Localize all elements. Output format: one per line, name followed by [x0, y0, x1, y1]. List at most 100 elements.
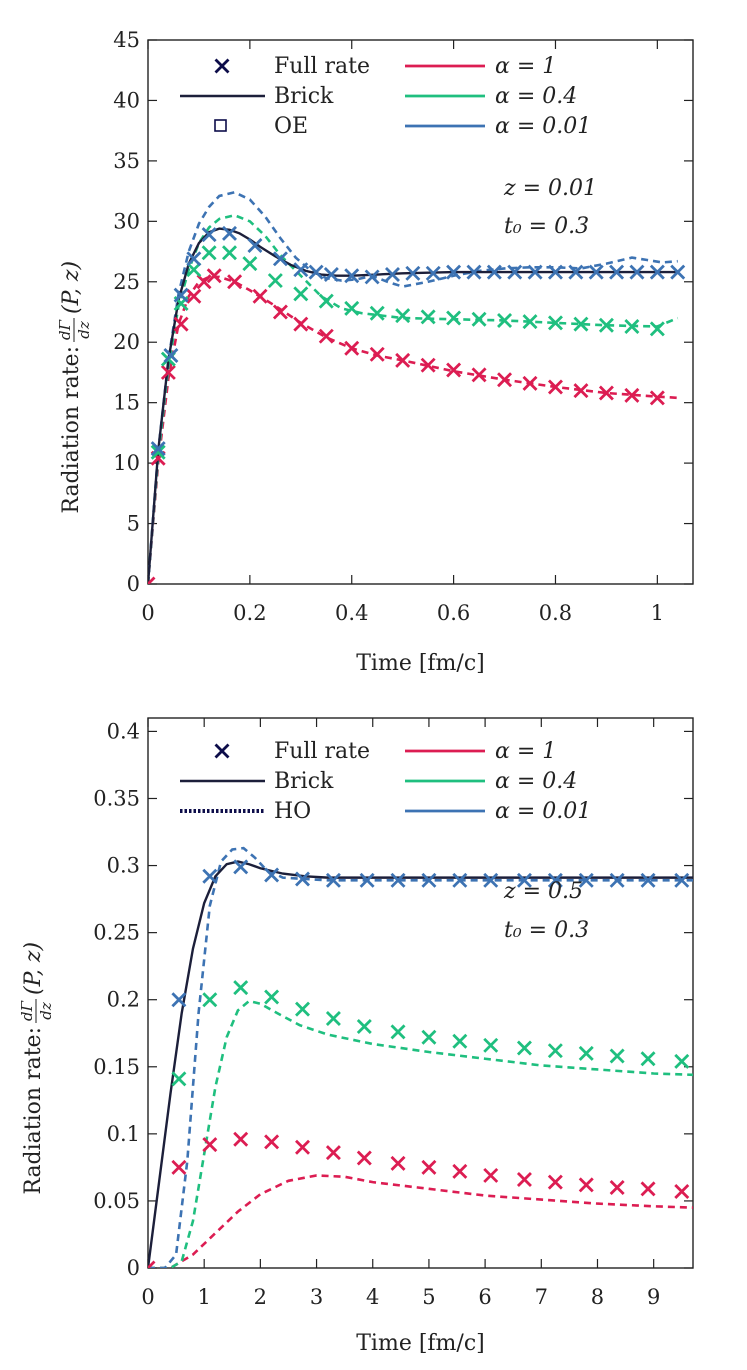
marker-alpha001 [640, 872, 656, 888]
y-tick-label: 45 [113, 28, 140, 52]
marker-alpha001 [425, 265, 441, 281]
marker-alpha1 [446, 362, 462, 378]
marker-alpha001 [446, 264, 462, 280]
y-tick-label: 0.15 [93, 1055, 140, 1079]
annotation: t₀ = 0.3 [504, 214, 589, 239]
marker-alpha1 [547, 379, 563, 395]
marker-alpha1 [420, 357, 436, 373]
marker-alpha1 [206, 268, 222, 284]
x-tick-label: 4 [366, 1285, 379, 1309]
marker-alpha1 [369, 346, 385, 362]
legend-fullrate-icon [214, 58, 230, 74]
marker-alpha04 [516, 1040, 532, 1056]
x-tick-label: 0.8 [539, 601, 572, 625]
x-tick-label: 9 [647, 1285, 660, 1309]
y-axis-label-prefix: Radiation rate: [59, 346, 84, 514]
marker-alpha001 [308, 264, 324, 280]
y-axis-label-frac-num: dΓ [18, 1000, 36, 1021]
y-tick-label: 0.2 [107, 988, 140, 1012]
marker-alpha1 [452, 1163, 468, 1179]
legend: Full rate Brick HO α = 1 α = 0.4 α = 0.01 [180, 739, 591, 824]
x-tick-label: 0.6 [437, 601, 470, 625]
marker-alpha04 [522, 314, 538, 330]
marker-alpha1 [233, 1131, 249, 1147]
y-tick-label: 10 [113, 451, 140, 475]
marker-alpha1 [640, 1181, 656, 1197]
marker-alpha001 [568, 264, 584, 280]
marker-alpha04 [325, 1011, 341, 1026]
marker-alpha001 [272, 251, 288, 267]
series-line-alpha1 [148, 1174, 693, 1268]
brick-line [148, 860, 693, 1268]
marker-alpha001 [629, 264, 645, 280]
y-tick-label: 0 [127, 572, 140, 596]
marker-alpha04 [293, 286, 309, 302]
marker-alpha1 [325, 1145, 341, 1161]
marker-alpha001 [323, 267, 339, 283]
marker-alpha001 [186, 251, 202, 267]
legend-brick: Brick [274, 84, 334, 109]
marker-alpha001 [171, 992, 187, 1008]
y-axis-label-frac-num: dΓ [56, 319, 74, 340]
y-tick-label: 35 [113, 149, 140, 173]
y-axis-label-suffix: (P, z) [21, 942, 46, 995]
marker-alpha1 [344, 340, 360, 356]
marker-alpha1 [516, 1171, 532, 1187]
data-layer [148, 846, 693, 1268]
marker-alpha04 [369, 305, 385, 321]
marker-alpha04 [497, 312, 513, 328]
x-tick-label: 7 [535, 1285, 548, 1309]
x-tick-label: 0 [141, 1285, 154, 1309]
marker-alpha1 [171, 1159, 187, 1175]
y-tick-label: 0.05 [93, 1189, 140, 1213]
marker-alpha001 [390, 872, 406, 888]
marker-alpha001 [588, 264, 604, 280]
marker-alpha001 [293, 262, 309, 278]
legend-brick: Brick [274, 769, 334, 794]
marker-alpha1 [252, 288, 268, 304]
marker-alpha1 [578, 1177, 594, 1193]
marker-alpha001 [649, 264, 665, 280]
x-tick-label: 6 [478, 1285, 491, 1309]
y-tick-label: 0.25 [93, 921, 140, 945]
marker-alpha1 [390, 1155, 406, 1171]
marker-alpha04 [420, 309, 436, 325]
y-tick-label: 30 [113, 209, 140, 233]
data-layer [148, 190, 686, 584]
marker-alpha04 [624, 319, 640, 334]
marker-alpha04 [649, 321, 665, 337]
marker-alpha1 [674, 1184, 690, 1200]
marker-alpha04 [267, 273, 283, 289]
marker-alpha1 [295, 1139, 310, 1155]
marker-alpha001 [609, 872, 625, 888]
marker-alpha001 [150, 441, 166, 457]
marker-alpha04 [233, 980, 249, 996]
marker-alpha001 [405, 265, 421, 281]
plot-frame [147, 39, 694, 585]
marker-alpha04 [356, 1019, 372, 1035]
plot-frame [147, 717, 694, 1269]
marker-alpha001 [264, 867, 280, 883]
marker-alpha1 [202, 1137, 218, 1153]
x-tick-label: 5 [422, 1285, 435, 1309]
marker-alpha04 [222, 245, 237, 261]
marker-alpha04 [547, 315, 563, 331]
marker-alpha1 [598, 385, 614, 401]
x-axis-label: Time [fm/c] [356, 651, 485, 676]
marker-alpha1 [148, 576, 156, 584]
marker-alpha001 [466, 264, 482, 280]
marker-alpha001 [452, 872, 468, 888]
marker-alpha001 [547, 264, 563, 280]
marker-alpha1 [160, 364, 176, 380]
legend-alpha001: α = 0.01 [495, 114, 591, 139]
x-tick-label: 8 [591, 1285, 604, 1309]
marker-alpha001 [547, 872, 563, 888]
marker-alpha1 [573, 383, 589, 399]
marker-alpha001 [507, 264, 523, 280]
marker-alpha04 [390, 1024, 406, 1040]
marker-alpha1 [547, 1174, 563, 1190]
marker-alpha001 [173, 287, 189, 303]
marker-alpha001 [325, 872, 341, 888]
y-tick-label: 5 [127, 512, 140, 536]
legend-alpha001: α = 0.01 [495, 799, 591, 824]
